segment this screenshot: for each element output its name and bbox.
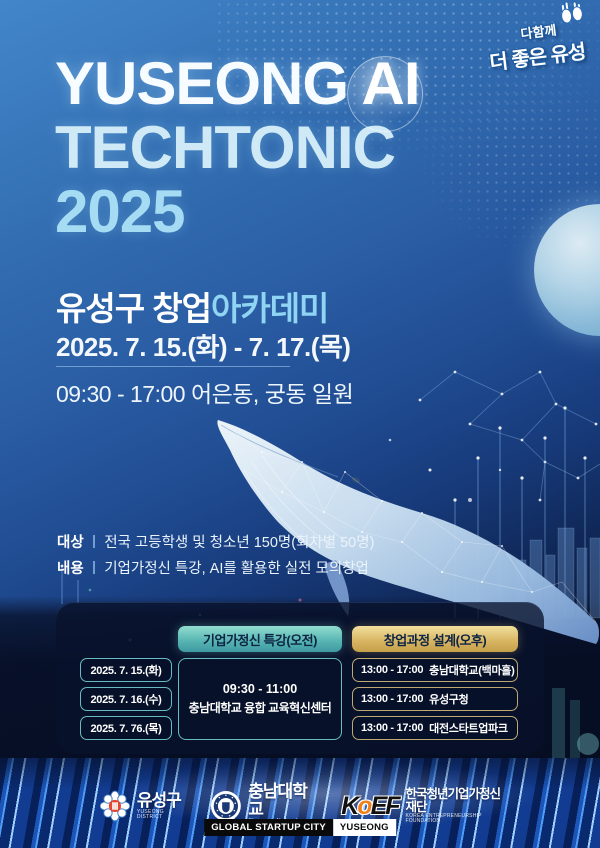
koef-mark-icon: KoEF xyxy=(341,791,401,820)
yuseong-logo-sub: YUSEONG DISTRICT xyxy=(136,808,164,820)
badge-left-text: GLOBAL STARTUP CITY xyxy=(204,819,333,836)
title-year: 2025 xyxy=(55,178,185,245)
cnu-logo-name: 충남대학교 xyxy=(248,781,308,819)
event-subtitle: 유성구 창업아카데미 xyxy=(56,282,329,330)
whale-mouth xyxy=(220,424,339,478)
whale-eye xyxy=(351,477,361,483)
afternoon-session-cell: 13:00 - 17:00 대전스타트업파크 xyxy=(352,716,518,740)
pixel-map-pattern-2 xyxy=(420,70,600,250)
koef-name-kr: 한국청년기업가정신재단 xyxy=(405,786,502,814)
divider-line xyxy=(56,366,290,367)
title-ai: AI xyxy=(361,50,421,117)
light-lines xyxy=(61,408,586,618)
info-row-content: 내용 기업가정신 특강, AI를 활용한 실전 모의창업 xyxy=(57,557,369,578)
afternoon-place: 대전스타트업파크 xyxy=(429,723,508,735)
koef-k: K xyxy=(341,791,359,820)
afternoon-column-header: 창업과정 설계(오후) xyxy=(352,626,518,652)
subtitle-cyan: 아카데미 xyxy=(210,290,329,327)
planet-graphic xyxy=(534,204,600,336)
seal-icon xyxy=(210,791,241,821)
title-yuseong: YUSEONG xyxy=(55,50,362,117)
afternoon-time: 13:00 - 17:00 xyxy=(361,664,424,676)
light-streaks-background xyxy=(0,758,600,848)
afternoon-time: 13:00 - 17:00 xyxy=(361,722,424,734)
yuseong-district-logo: 유성구 YUSEONG DISTRICT xyxy=(100,790,188,822)
constellation-dots xyxy=(418,370,598,502)
vertical-bar-icon xyxy=(92,561,96,574)
event-time-place: 09:30 - 17:00 어은동, 궁동 일원 xyxy=(56,381,354,407)
koef-name-en: KOREA ENTREPRENEURSHIP FOUNDATION xyxy=(405,812,482,825)
info-row-target: 대상 전국 고등학생 및 청소년 150명(회차별 50명) xyxy=(57,531,374,552)
morning-place: 충남대학교 융합 교육혁신센터 xyxy=(188,701,332,715)
badge-right-text: YUSEONG xyxy=(332,819,396,836)
poster-title: YUSEONG AI TECHTONIC 2025 xyxy=(55,50,421,245)
city-slogan-badge: 다함께 더 좋은 유성 xyxy=(485,1,586,75)
info-text: 기업가정신 특강, AI를 활용한 실전 모의창업 xyxy=(104,561,369,577)
title-techtonic: TECHTONIC xyxy=(55,114,396,181)
afternoon-session-cell: 13:00 - 17:00 충남대학교(백마홀) xyxy=(352,658,518,682)
koef-o: o xyxy=(357,791,372,820)
global-startup-city-badge: GLOBAL STARTUP CITY YUSEONG xyxy=(204,819,396,836)
afternoon-session-cell: 13:00 - 17:00 유성구청 xyxy=(352,687,518,711)
koef-logo: KoEF 한국청년기업가정신재단 KOREA ENTREPRENEURSHIP … xyxy=(341,786,510,825)
constellation-lines xyxy=(419,371,600,501)
date-cell: 2025. 7. 76.(목) xyxy=(80,716,172,740)
morning-time: 09:30 - 11:00 xyxy=(222,682,298,696)
koef-ef: EF xyxy=(370,791,401,820)
date-cell: 2025. 7. 16.(수) xyxy=(80,687,172,711)
info-label: 내용 xyxy=(57,561,84,577)
vertical-bar-icon xyxy=(92,535,96,548)
info-text: 전국 고등학생 및 청소년 150명(회차별 50명) xyxy=(104,535,375,551)
morning-session-cell: 09:30 - 11:00 충남대학교 융합 교육혁신센터 xyxy=(178,658,342,740)
event-date-range: 2025. 7. 15.(화) - 7. 17.(목) xyxy=(56,332,351,362)
flower-icon xyxy=(100,790,130,822)
hands-icon xyxy=(560,1,583,24)
city-glow-towers xyxy=(552,688,599,758)
morning-column-header: 기업가정신 특강(오전) xyxy=(178,626,342,652)
date-cell: 2025. 7. 15.(화) xyxy=(80,658,172,682)
whale-wireframe xyxy=(217,419,597,623)
subtitle-white: 유성구 창업 xyxy=(56,290,212,327)
yuseong-logo-name: 유성구 xyxy=(136,790,182,810)
afternoon-place: 충남대학교(백마홀) xyxy=(429,665,515,677)
afternoon-time: 13:00 - 17:00 xyxy=(361,693,424,705)
info-label: 대상 xyxy=(57,535,84,551)
afternoon-place: 유성구청 xyxy=(429,694,469,706)
